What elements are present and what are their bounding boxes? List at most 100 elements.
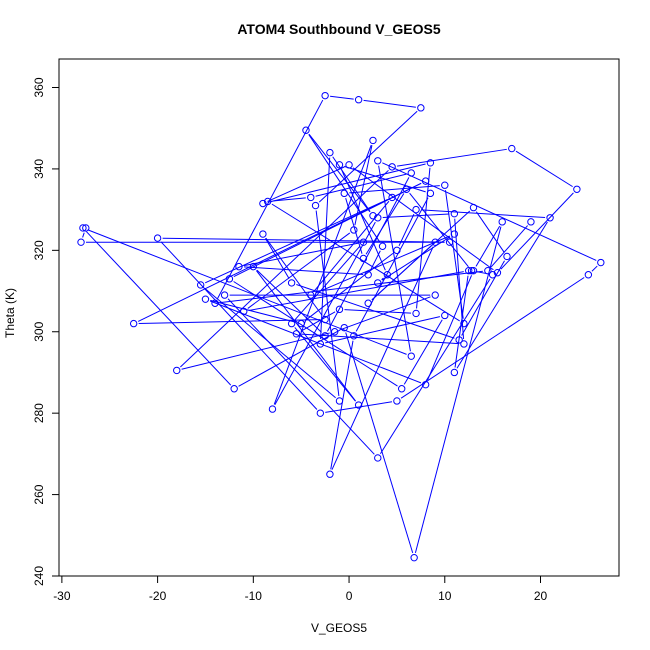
- series-segment: [227, 298, 375, 455]
- data-point: [493, 269, 502, 277]
- series-segment: [398, 213, 415, 247]
- data-point: [201, 295, 210, 303]
- series-segment: [325, 316, 441, 344]
- series-segment: [274, 221, 376, 405]
- data-point: [335, 305, 344, 314]
- x-axis: -30 -20 -10 0 10 20: [53, 575, 547, 603]
- series-segment: [355, 197, 429, 332]
- data-point: [330, 328, 339, 336]
- data-point: [369, 136, 377, 145]
- x-tick-label: 10: [438, 589, 452, 603]
- series-segment: [332, 156, 371, 212]
- data-point: [374, 214, 382, 222]
- data-point: [297, 319, 305, 328]
- series-segment: [308, 133, 371, 213]
- data-point: [292, 330, 301, 338]
- series-segment: [354, 145, 373, 226]
- data-point: [364, 271, 372, 279]
- data-point: [460, 319, 468, 328]
- series-segment: [320, 157, 331, 339]
- series-segment: [233, 281, 398, 387]
- data-point: [259, 199, 267, 208]
- series-segment: [382, 162, 597, 261]
- series-segment: [181, 332, 330, 370]
- x-tick-label: 0: [346, 589, 353, 603]
- series-segment: [315, 173, 407, 197]
- series-segment: [315, 235, 450, 294]
- y-axis: 240 260 280 300 320 340 360: [32, 77, 60, 586]
- series-segment: [461, 260, 505, 336]
- x-tick-label: -30: [53, 589, 71, 603]
- data-point: [383, 271, 392, 279]
- series-segment: [160, 241, 318, 410]
- series-segment: [294, 327, 356, 402]
- series-segment: [267, 166, 345, 202]
- series-segment: [344, 309, 412, 314]
- series-segment: [349, 185, 440, 194]
- series-segment: [265, 238, 290, 279]
- series-segment: [294, 245, 361, 321]
- data-point: [225, 275, 234, 283]
- data-point: [503, 252, 511, 261]
- y-tick-label: 280: [32, 403, 46, 423]
- series-segment: [308, 134, 381, 243]
- data-point: [230, 385, 238, 393]
- series-segment: [331, 246, 434, 470]
- data-point: [335, 397, 344, 405]
- data-point: [173, 366, 181, 375]
- data-point: [354, 401, 363, 409]
- data-point: [364, 299, 372, 307]
- y-tick-label: 320: [32, 240, 46, 260]
- series-segment: [327, 177, 410, 332]
- data-point: [79, 224, 87, 232]
- series-segment: [381, 236, 451, 281]
- data-point: [335, 161, 344, 169]
- y-tick-label: 360: [32, 77, 46, 97]
- y-tick-label: 260: [32, 484, 46, 504]
- data-point: [369, 212, 377, 220]
- series-segment: [82, 232, 85, 238]
- data-point: [77, 238, 85, 246]
- series-segment: [339, 296, 431, 331]
- data-point: [398, 385, 406, 393]
- data-point: [469, 266, 478, 275]
- x-axis-label: V_GEOS5: [311, 621, 367, 635]
- data-point: [326, 148, 334, 157]
- data-point: [388, 163, 396, 171]
- data-point: [584, 271, 593, 279]
- series-segment: [515, 150, 573, 188]
- data-point: [129, 319, 138, 328]
- data-point: [469, 203, 478, 212]
- data-point: [573, 185, 581, 193]
- data-point: [378, 242, 387, 250]
- data-point: [402, 185, 411, 193]
- series-segment: [344, 165, 426, 193]
- data-point: [450, 368, 459, 377]
- series-segment: [256, 269, 322, 333]
- series-segment: [382, 213, 450, 218]
- data-point: [445, 238, 454, 246]
- data-point: [321, 332, 329, 340]
- data-point: [441, 311, 449, 320]
- series-segment: [315, 210, 340, 397]
- series-segment: [272, 197, 306, 202]
- data-point: [321, 91, 329, 100]
- series-segment: [271, 203, 460, 322]
- data-point: [498, 218, 506, 226]
- data-point: [597, 258, 605, 267]
- data-point: [235, 262, 243, 271]
- series-segment: [352, 167, 494, 271]
- data-point: [263, 197, 272, 206]
- series-segment: [365, 193, 405, 255]
- y-tick-label: 240: [32, 566, 46, 586]
- data-point: [350, 332, 358, 340]
- data-point: [450, 209, 459, 218]
- data-point: [450, 230, 459, 238]
- series-segment: [363, 99, 416, 108]
- data-point: [407, 352, 415, 360]
- series-segment: [371, 245, 432, 301]
- data-point: [316, 409, 325, 417]
- data-point: [359, 254, 368, 263]
- data-point: [410, 553, 418, 562]
